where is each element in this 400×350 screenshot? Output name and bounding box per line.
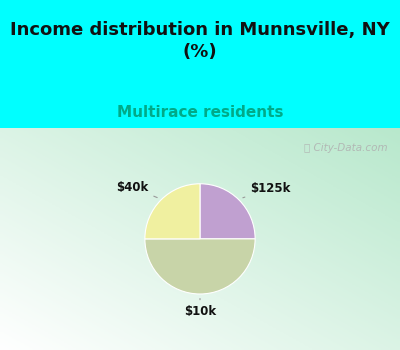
Wedge shape: [145, 184, 200, 239]
Text: $125k: $125k: [243, 182, 291, 198]
Text: $40k: $40k: [116, 181, 157, 198]
Text: Income distribution in Munnsville, NY
(%): Income distribution in Munnsville, NY (%…: [10, 21, 390, 61]
Wedge shape: [145, 239, 255, 294]
Text: ⓘ City-Data.com: ⓘ City-Data.com: [304, 143, 388, 153]
Text: Multirace residents: Multirace residents: [117, 105, 283, 120]
Text: $10k: $10k: [184, 299, 216, 318]
Wedge shape: [200, 184, 255, 239]
